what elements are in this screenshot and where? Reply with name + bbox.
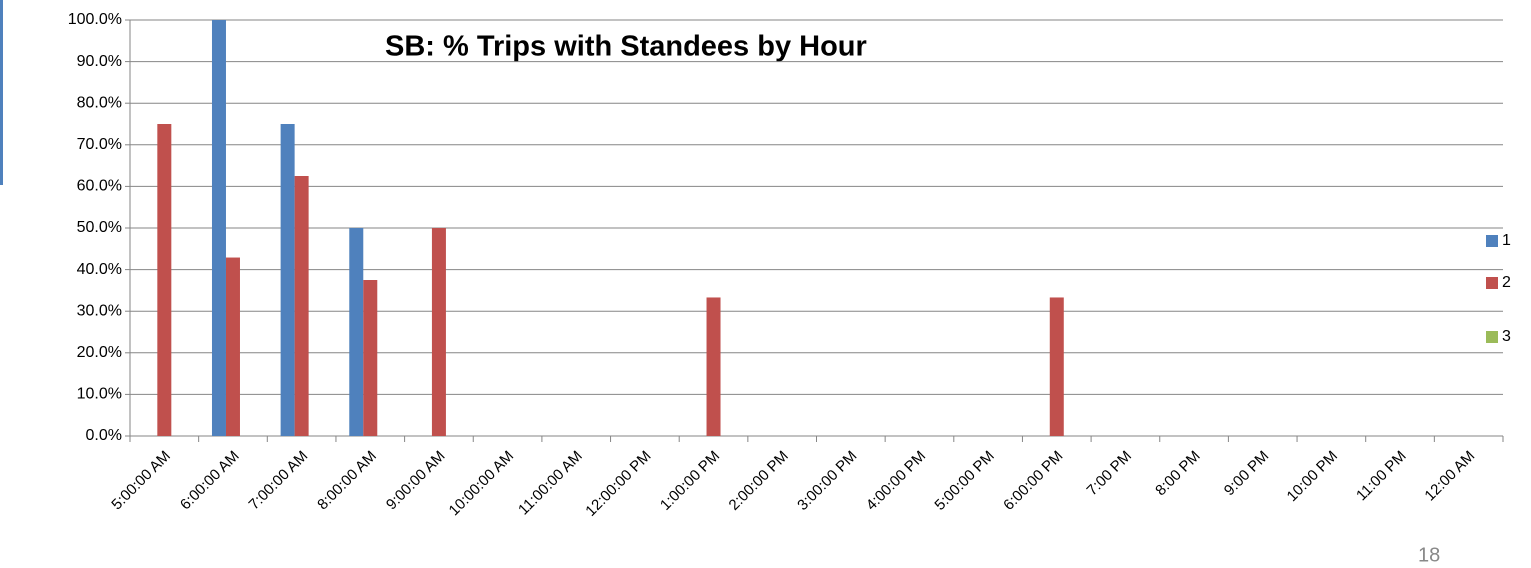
bar bbox=[349, 228, 364, 436]
x-tick-label: 9:00 PM bbox=[1221, 448, 1273, 500]
x-tick-label: 10:00 PM bbox=[1284, 448, 1341, 505]
x-tick-label: 11:00 PM bbox=[1353, 448, 1410, 505]
y-tick-label: 20.0% bbox=[77, 344, 122, 361]
bar bbox=[280, 124, 295, 436]
x-tick-label: 5:00:00 AM bbox=[108, 448, 174, 514]
x-tick-label: 8:00:00 AM bbox=[314, 448, 380, 514]
x-tick-label: 7:00 PM bbox=[1084, 448, 1136, 500]
y-tick-label: 50.0% bbox=[77, 219, 122, 236]
y-tick-label: 80.0% bbox=[77, 94, 122, 111]
y-tick-label: 30.0% bbox=[77, 302, 122, 319]
bar bbox=[157, 124, 172, 436]
x-tick-label: 10:00:00 AM bbox=[446, 448, 518, 520]
bar bbox=[294, 176, 309, 436]
y-tick-label: 60.0% bbox=[77, 178, 122, 195]
bar bbox=[1049, 297, 1064, 436]
x-tick-label: 6:00:00 PM bbox=[1000, 448, 1066, 514]
x-tick-label: 5:00:00 PM bbox=[931, 448, 997, 514]
legend-label: 3 bbox=[1502, 328, 1511, 345]
y-tick-label: 100.0% bbox=[68, 11, 122, 28]
y-tick-label: 90.0% bbox=[77, 53, 122, 70]
legend-label: 1 bbox=[1502, 232, 1511, 249]
legend-label: 2 bbox=[1502, 274, 1511, 291]
x-tick-label: 11:00:00 AM bbox=[515, 448, 586, 519]
legend-swatch bbox=[1486, 277, 1498, 289]
x-tick-label: 8:00 PM bbox=[1152, 448, 1204, 500]
bar bbox=[363, 280, 378, 436]
x-tick-label: 7:00:00 AM bbox=[246, 448, 312, 514]
bar bbox=[706, 297, 721, 436]
y-tick-label: 40.0% bbox=[77, 261, 122, 278]
x-tick-label: 1:00:00 PM bbox=[657, 448, 723, 514]
bar bbox=[431, 228, 446, 436]
bar bbox=[225, 257, 240, 436]
bar bbox=[211, 20, 226, 436]
y-tick-label: 70.0% bbox=[77, 136, 122, 153]
x-tick-label: 2:00:00 PM bbox=[726, 448, 792, 514]
y-tick-label: 10.0% bbox=[77, 386, 122, 403]
x-tick-label: 12:00:00 PM bbox=[582, 448, 654, 520]
x-tick-label: 4:00:00 PM bbox=[863, 448, 929, 514]
x-tick-label: 6:00:00 AM bbox=[177, 448, 243, 514]
y-tick-label: 0.0% bbox=[86, 427, 122, 444]
chart-title: SB: % Trips with Standees by Hour bbox=[385, 31, 867, 63]
x-tick-label: 3:00:00 PM bbox=[794, 448, 860, 514]
x-tick-label: 12:00 AM bbox=[1421, 448, 1478, 505]
legend-swatch bbox=[1486, 235, 1498, 247]
page-number: 18 bbox=[1418, 544, 1440, 566]
side-strip bbox=[0, 0, 3, 185]
x-tick-label: 9:00:00 AM bbox=[383, 448, 449, 514]
legend-swatch bbox=[1486, 331, 1498, 343]
